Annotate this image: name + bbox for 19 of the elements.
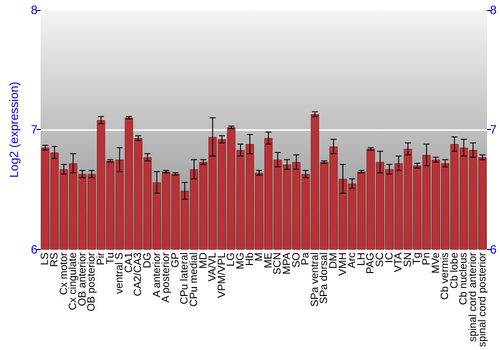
y-tick-label: 6 [30,242,38,256]
x-tick-label: SPa dorsal [318,252,330,304]
x-tick-label: LG [225,252,238,266]
x-tick-label: CA2/CA3 [132,252,144,296]
y-tick-label: 7 [30,122,38,137]
x-tick-label: Tg [411,252,424,265]
x-tick-label: PAG [364,252,377,274]
y2-tick-label: 8 [490,3,497,17]
y2-tick-label: 6 [490,242,497,256]
y-axis-title: Log2 (expression) [7,82,21,178]
x-tick-label: RS [48,252,61,268]
x-tick-label: OB posterior [86,252,98,312]
x-tick-label: Cb nucleus [458,252,470,305]
y2-tick-label: 7 [490,122,497,137]
y-tick-label: 8 [30,3,38,17]
x-tick-label: LS [39,252,52,266]
x-tick-label: SCN [272,252,284,275]
x-tick-label: Hb [244,252,256,266]
x-tick-label: Cb lobe [448,252,460,289]
